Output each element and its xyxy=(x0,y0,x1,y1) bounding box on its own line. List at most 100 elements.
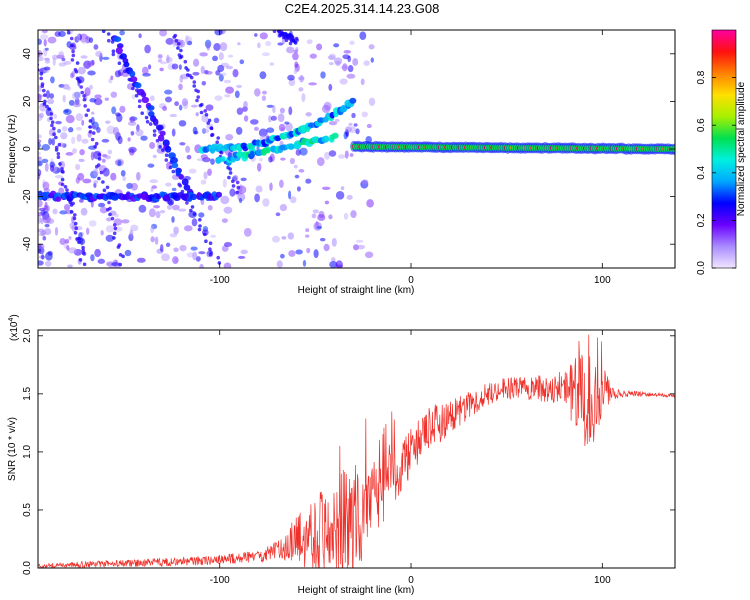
side-band xyxy=(215,191,223,198)
side-band xyxy=(111,195,119,201)
diagonal-streak xyxy=(111,52,116,57)
noise-speckle xyxy=(62,94,66,103)
figure-title: C2E4.2025.314.14.23.G08 xyxy=(285,1,440,16)
diagonal-streak xyxy=(278,33,282,38)
noise-speckle xyxy=(119,30,125,36)
noise-speckle xyxy=(44,223,50,228)
noise-speckle xyxy=(225,65,233,70)
noise-speckle xyxy=(352,244,360,251)
y-tick-label: 40 xyxy=(22,48,33,60)
diagonal-streak xyxy=(112,223,117,227)
noise-speckle xyxy=(141,66,149,75)
noise-speckle xyxy=(55,120,62,125)
diagonal-streak xyxy=(54,148,59,152)
y-tick-label: -20 xyxy=(22,189,33,204)
noise-speckle xyxy=(324,151,330,160)
noise-speckle xyxy=(323,243,330,252)
noise-speckle xyxy=(102,167,110,177)
noise-speckle xyxy=(348,122,353,127)
steep-descending-line xyxy=(162,139,170,147)
steep-descending-line xyxy=(152,118,159,126)
noise-speckle xyxy=(266,127,275,134)
noise-speckle xyxy=(150,226,154,234)
noise-speckle xyxy=(42,181,50,191)
noise-speckle xyxy=(48,138,53,145)
noise-speckle xyxy=(261,90,268,95)
y-tick-label: 2.0 xyxy=(22,328,33,342)
steep-descending-line xyxy=(178,173,184,180)
noise-speckle xyxy=(164,89,173,95)
lower-branch xyxy=(287,143,295,150)
noise-speckle xyxy=(161,253,170,262)
noise-speckle xyxy=(176,39,186,48)
diagonal-streak xyxy=(81,248,85,253)
lower-branch xyxy=(249,150,256,158)
noise-speckle xyxy=(76,133,82,143)
diagonal-streak xyxy=(208,247,212,251)
noise-speckle xyxy=(288,190,292,200)
noise-speckle xyxy=(119,105,126,113)
snr-xlabel: Height of straight line (km) xyxy=(298,585,415,596)
diagonal-streak xyxy=(108,212,112,217)
noise-speckle xyxy=(44,162,49,172)
noise-speckle xyxy=(121,219,130,224)
noise-speckle xyxy=(220,195,230,205)
noise-speckle xyxy=(328,121,338,126)
x-tick-label: 100 xyxy=(594,275,611,286)
diagonal-streak xyxy=(71,53,76,58)
diagonal-streak xyxy=(112,231,117,236)
diagonal-streak xyxy=(273,26,277,30)
diagonal-streak xyxy=(208,241,213,245)
noise-speckle xyxy=(305,234,310,238)
diagonal-streak xyxy=(52,132,56,136)
diagonal-streak xyxy=(86,108,90,112)
noise-speckle xyxy=(80,38,88,44)
colorbar-gradient xyxy=(711,29,737,269)
noise-speckle xyxy=(57,128,62,134)
diagonal-streak xyxy=(118,262,122,267)
noise-speckle xyxy=(110,91,118,98)
noise-speckle xyxy=(38,260,44,266)
diagonal-streak xyxy=(164,153,169,157)
noise-speckle xyxy=(183,225,193,232)
diagonal-streak xyxy=(293,41,298,45)
noise-speckle xyxy=(167,204,173,210)
noise-speckle xyxy=(40,34,49,40)
diagonal-streak xyxy=(235,180,240,185)
noise-speckle xyxy=(191,218,198,227)
noise-speckle xyxy=(172,256,179,265)
diagonal-streak xyxy=(164,158,169,162)
noise-speckle xyxy=(223,262,232,268)
noise-speckle xyxy=(279,179,284,189)
noise-speckle xyxy=(42,235,47,241)
noise-speckle xyxy=(250,119,259,125)
steep-descending-line xyxy=(115,46,123,55)
diagonal-streak xyxy=(72,216,77,221)
noise-speckle xyxy=(254,88,261,97)
noise-speckle xyxy=(195,256,201,262)
noise-speckle xyxy=(71,224,77,233)
noise-speckle xyxy=(321,104,331,114)
noise-speckle xyxy=(107,149,113,155)
noise-speckle xyxy=(355,128,360,135)
noise-speckle xyxy=(328,61,334,66)
noise-speckle xyxy=(219,42,228,52)
noise-speckle xyxy=(159,30,168,37)
noise-speckle xyxy=(346,194,353,200)
noise-speckle xyxy=(269,62,274,66)
noise-speckle xyxy=(38,151,41,156)
noise-speckle xyxy=(370,57,374,63)
snr-frame xyxy=(37,329,676,569)
noise-speckle xyxy=(269,182,273,191)
noise-speckle xyxy=(261,52,270,57)
diagonal-streak xyxy=(56,152,61,156)
noise-speckle xyxy=(152,154,157,159)
noise-speckle xyxy=(214,30,223,36)
noise-speckle xyxy=(166,54,170,64)
diagonal-streak xyxy=(179,48,183,53)
diagonal-streak xyxy=(137,104,142,109)
noise-speckle xyxy=(221,218,228,223)
noise-speckle xyxy=(280,253,285,259)
noise-speckle xyxy=(41,254,45,260)
noise-speckle xyxy=(150,236,155,243)
